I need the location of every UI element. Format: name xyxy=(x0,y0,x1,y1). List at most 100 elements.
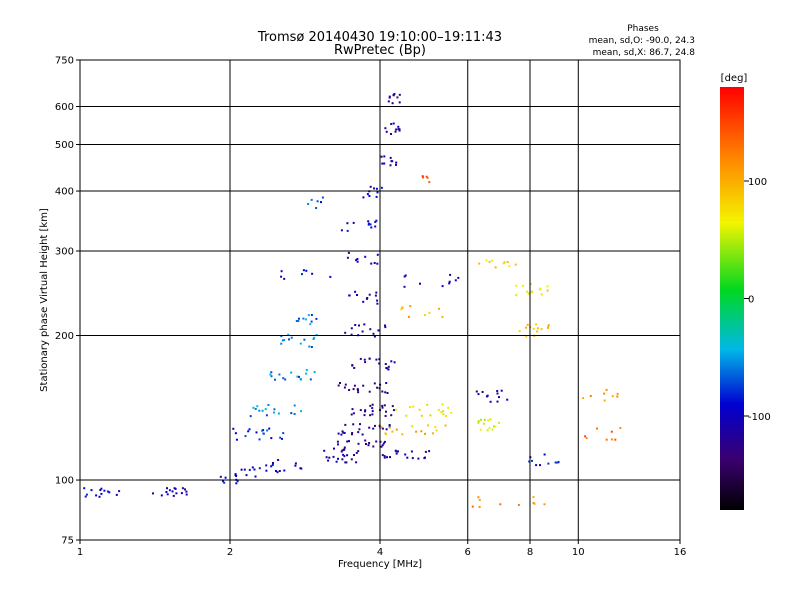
data-point xyxy=(219,475,222,478)
data-point xyxy=(487,419,490,422)
data-point xyxy=(283,339,286,341)
data-point xyxy=(290,412,293,415)
data-point xyxy=(424,456,426,459)
data-point xyxy=(305,269,308,272)
data-point xyxy=(83,487,86,490)
data-point xyxy=(261,409,264,412)
data-point xyxy=(339,382,341,384)
data-point xyxy=(357,431,360,434)
data-point xyxy=(267,404,270,406)
data-point xyxy=(376,191,379,194)
x-tick-label: 16 xyxy=(674,547,687,558)
data-point xyxy=(299,378,302,381)
data-point xyxy=(342,453,345,456)
data-point xyxy=(340,229,343,232)
data-point xyxy=(245,474,248,477)
data-point xyxy=(384,324,386,327)
data-point xyxy=(485,259,488,262)
data-point xyxy=(448,282,451,285)
data-point xyxy=(302,269,305,272)
data-point xyxy=(614,438,617,441)
data-point xyxy=(529,282,532,285)
data-point xyxy=(383,455,386,458)
data-point xyxy=(369,223,372,226)
data-point xyxy=(376,302,379,305)
data-point xyxy=(358,428,361,431)
data-point xyxy=(271,463,274,466)
data-point xyxy=(375,358,378,361)
data-point xyxy=(373,335,376,338)
data-point xyxy=(424,432,426,435)
data-point xyxy=(547,462,550,465)
data-point xyxy=(309,378,312,381)
data-point xyxy=(255,431,258,434)
data-point xyxy=(346,229,349,232)
data-point xyxy=(394,449,397,452)
data-point xyxy=(298,375,300,378)
data-point xyxy=(356,260,359,263)
data-point xyxy=(283,469,286,472)
data-point xyxy=(437,409,440,411)
data-point xyxy=(390,123,393,125)
data-point xyxy=(268,427,271,430)
data-point xyxy=(353,454,355,456)
data-point xyxy=(90,489,93,492)
data-point xyxy=(375,440,378,443)
data-point xyxy=(419,282,421,285)
data-point xyxy=(387,368,390,371)
data-point xyxy=(307,314,310,317)
data-point xyxy=(321,196,324,199)
data-point xyxy=(300,467,303,470)
data-point xyxy=(352,423,355,426)
data-point xyxy=(404,274,407,277)
data-point xyxy=(584,435,587,438)
data-point xyxy=(381,404,384,407)
data-point xyxy=(280,270,283,273)
data-point xyxy=(440,411,443,414)
data-point xyxy=(305,369,308,371)
data-point xyxy=(471,505,474,508)
data-point xyxy=(234,474,237,476)
phase-box-line-o: mean, sd,O: -90.0, 24.3 xyxy=(589,36,695,46)
data-point xyxy=(401,433,404,436)
data-point xyxy=(327,459,330,462)
data-point xyxy=(313,371,316,373)
data-point xyxy=(243,468,246,471)
data-point xyxy=(377,329,380,332)
data-point xyxy=(370,262,373,265)
data-point xyxy=(277,459,280,461)
data-point xyxy=(388,95,391,98)
data-point xyxy=(248,428,251,431)
data-point xyxy=(365,443,367,445)
phase-box-line-x: mean, sd,X: 86.7, 24.8 xyxy=(593,48,696,58)
data-point xyxy=(284,378,287,381)
data-point xyxy=(354,290,357,293)
data-point xyxy=(540,293,543,296)
data-point xyxy=(441,403,444,406)
data-point xyxy=(535,323,538,326)
data-point xyxy=(166,493,169,496)
data-point xyxy=(483,418,486,421)
data-point xyxy=(254,475,257,478)
data-point xyxy=(258,438,261,441)
data-point xyxy=(371,410,374,413)
data-point xyxy=(500,389,503,392)
data-point xyxy=(232,427,235,430)
data-point xyxy=(298,317,300,320)
data-point xyxy=(184,488,186,491)
data-point xyxy=(368,390,371,393)
data-point xyxy=(395,163,397,166)
data-point xyxy=(392,94,395,96)
grid-layer xyxy=(80,60,680,540)
data-point xyxy=(605,388,608,391)
data-point xyxy=(441,315,444,318)
data-point xyxy=(374,225,377,228)
data-point xyxy=(280,275,283,278)
data-point xyxy=(398,93,401,96)
data-point xyxy=(596,427,598,430)
data-point xyxy=(98,495,101,498)
data-point xyxy=(508,265,511,268)
data-point xyxy=(254,408,257,410)
data-point xyxy=(480,418,482,421)
data-point xyxy=(423,314,426,317)
